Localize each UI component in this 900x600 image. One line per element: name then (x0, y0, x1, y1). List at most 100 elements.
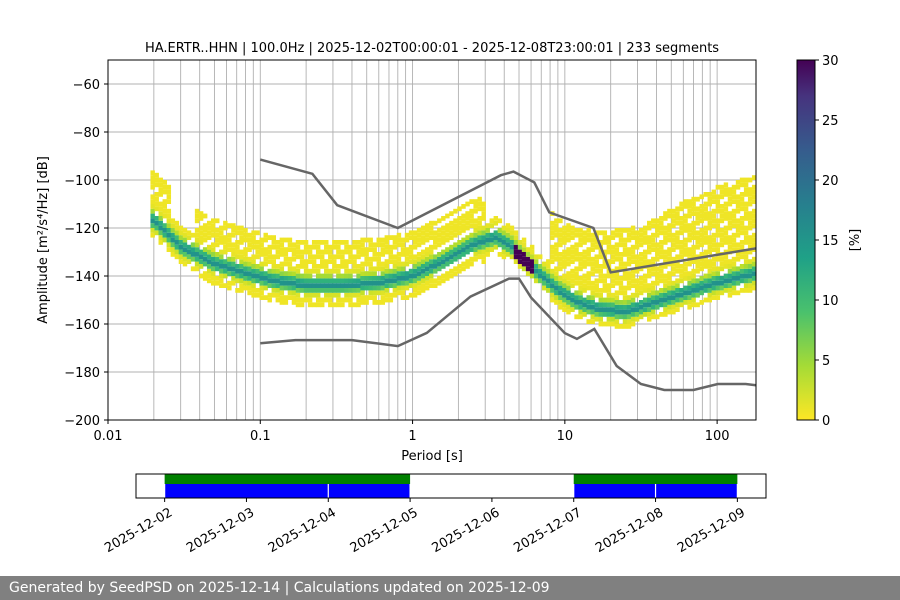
psd-cell (239, 249, 244, 255)
psd-cell (594, 302, 599, 308)
psd-cell (533, 273, 539, 279)
psd-cell (255, 264, 260, 269)
psd-cell (683, 266, 688, 272)
psd-cell (554, 232, 559, 238)
psd-cell (626, 304, 632, 310)
psd-cell (481, 254, 486, 260)
psd-cell (348, 244, 353, 250)
psd-cell (695, 216, 700, 221)
psd-cell (219, 278, 224, 284)
psd-cell (166, 208, 172, 214)
psd-cell (211, 252, 216, 257)
psd-cell (162, 223, 167, 228)
psd-cell (315, 278, 321, 284)
psd-cell (675, 307, 680, 312)
psd-cell (630, 273, 636, 279)
psd-cell (731, 247, 737, 252)
psd-cell (739, 278, 745, 284)
psd-cell (566, 290, 571, 296)
psd-cell (715, 223, 721, 228)
psd-cell (550, 220, 555, 226)
psd-cell (566, 280, 571, 286)
psd-cell (445, 228, 450, 233)
psd-cell (416, 285, 422, 291)
psd-cell (332, 283, 337, 288)
psd-cell (408, 292, 414, 298)
psd-cell (747, 283, 753, 288)
psd-cell (473, 256, 478, 262)
psd-cell (328, 259, 333, 264)
psd-cell (433, 278, 438, 284)
psd-cell (715, 208, 721, 214)
timeline-tick-label: 2025-12-05 (348, 505, 421, 556)
psd-cell (275, 254, 281, 260)
psd-cell (751, 261, 756, 267)
psd-cell (150, 175, 155, 180)
psd-cell (150, 208, 155, 214)
psd-cell (558, 285, 563, 291)
psd-cell (651, 309, 656, 315)
psd-cell (582, 235, 587, 240)
psd-cell (554, 300, 559, 305)
psd-cell (465, 240, 470, 245)
psd-cell (457, 249, 462, 255)
psd-cell (699, 237, 704, 243)
psd-cell (699, 228, 704, 233)
psd-cell (352, 302, 357, 308)
psd-cell (453, 266, 458, 272)
psd-cell (477, 244, 482, 250)
psd-cell (687, 252, 692, 257)
psd-cell (533, 268, 539, 274)
psd-cell (223, 264, 228, 269)
psd-cell (586, 228, 591, 233)
psd-cell (388, 292, 394, 298)
psd-cell (715, 247, 721, 252)
psd-cell (485, 237, 490, 243)
psd-cell (239, 273, 244, 279)
psd-cell (215, 237, 220, 243)
psd-cell (328, 273, 333, 279)
psd-cell (194, 242, 200, 248)
psd-cell (505, 232, 511, 238)
psd-cell (715, 228, 721, 233)
psd-cell (731, 266, 737, 272)
psd-cell (667, 309, 672, 315)
psd-cell (594, 244, 599, 250)
psd-cell (380, 290, 385, 296)
psd-cell (731, 189, 737, 195)
psd-cell (437, 266, 442, 272)
psd-cell (348, 254, 353, 260)
psd-cell (590, 280, 595, 286)
psd-cell (651, 290, 656, 296)
psd-cell (723, 206, 729, 212)
psd-cell (683, 271, 688, 276)
psd-cell (457, 225, 462, 231)
psd-cell (416, 261, 422, 267)
psd-cell (287, 295, 293, 300)
psd-cell (251, 278, 256, 284)
psd-cell (731, 285, 737, 291)
psd-cell (731, 237, 737, 243)
psd-cell (747, 235, 753, 240)
psd-cell (400, 271, 406, 276)
psd-cell (570, 235, 575, 240)
psd-cell (711, 232, 717, 238)
psd-cell (271, 292, 276, 298)
psd-cell (182, 252, 188, 257)
psd-cell (707, 283, 712, 288)
psd-cell (404, 232, 410, 238)
psd-cell (283, 300, 289, 305)
psd-cell (445, 271, 450, 276)
psd-cell (558, 295, 563, 300)
psd-cell (235, 264, 240, 269)
psd-cell (675, 302, 680, 308)
psd-cell (324, 264, 329, 269)
psd-cell (582, 278, 587, 284)
nhnm-line (259, 158, 756, 274)
psd-cell (634, 292, 640, 298)
psd-cell (695, 240, 700, 245)
psd-cell (202, 252, 208, 257)
psd-cell (291, 280, 297, 286)
psd-cell (695, 283, 700, 288)
psd-cell (392, 292, 398, 298)
